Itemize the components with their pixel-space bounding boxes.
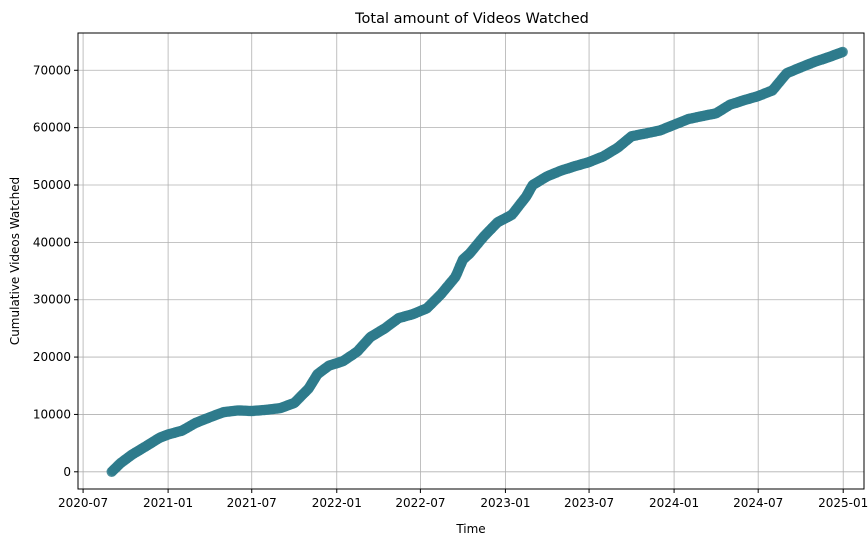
x-tick-label: 2024-01 <box>649 496 699 510</box>
chart-title: Total amount of Videos Watched <box>354 11 589 27</box>
axis-ticks: 2020-07 2021-01 2021-07 2022-01 2022-07 2023-… <box>33 63 868 510</box>
y-tick-label: 30000 <box>33 293 71 307</box>
y-tick-label: 50000 <box>33 178 71 192</box>
y-tick-label: 60000 <box>33 121 71 135</box>
x-tick-label: 2022-01 <box>312 496 362 510</box>
y-tick-label: 10000 <box>33 407 71 421</box>
data-series <box>106 46 848 477</box>
plot-frame <box>77 32 865 490</box>
x-tick-label: 2025-01 <box>818 496 868 510</box>
y-tick-label: 40000 <box>33 235 71 249</box>
y-tick-label: 20000 <box>33 350 71 364</box>
x-tick-label: 2023-07 <box>564 496 614 510</box>
y-tick-label: 70000 <box>33 63 71 77</box>
data-point <box>837 46 848 58</box>
x-tick-label: 2020-07 <box>58 496 108 510</box>
x-axis-label: Time <box>455 522 485 536</box>
x-tick-label: 2021-01 <box>143 496 193 510</box>
x-tick-label: 2023-01 <box>480 496 530 510</box>
x-tick-label: 2021-07 <box>227 496 277 510</box>
y-axis-label: Cumulative Videos Watched <box>8 177 22 345</box>
x-tick-label: 2022-07 <box>395 496 445 510</box>
x-tick-label: 2024-07 <box>733 496 783 510</box>
y-tick-label: 0 <box>63 465 71 479</box>
